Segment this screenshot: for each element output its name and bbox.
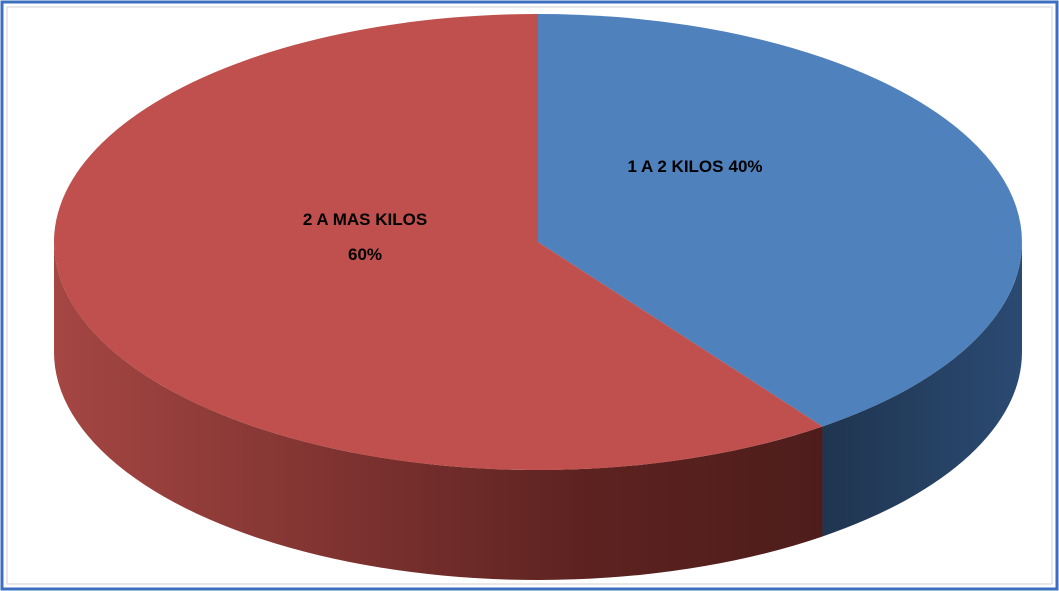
plot-border [6,6,1053,585]
label-category: 2 A MAS KILOS [303,210,427,229]
data-label: 1 A 2 KILOS 40% [627,157,762,176]
label-value: 40% [729,157,763,176]
label-category: 1 A 2 KILOS [627,157,723,176]
slice-side [822,242,1022,537]
slice [53,14,823,471]
slice-side [54,242,823,580]
label-value: 60% [348,245,382,264]
data-label: 2 A MAS KILOS 60% [303,210,427,264]
slice [538,14,1022,427]
